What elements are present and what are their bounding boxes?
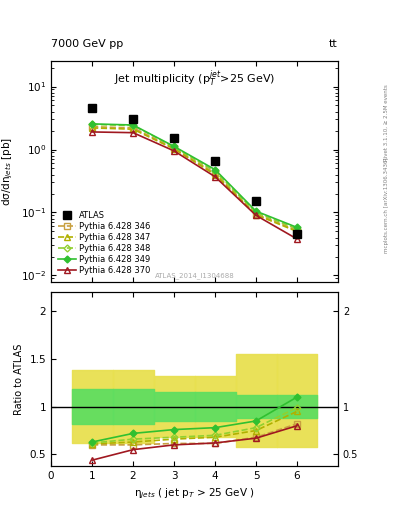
Line: Pythia 6.428 347: Pythia 6.428 347 <box>89 125 300 234</box>
Pythia 6.428 347 <box>295 228 299 234</box>
ATLAS <box>90 105 94 112</box>
Text: Jet multiplicity (p$_T^{jet}$>25 GeV): Jet multiplicity (p$_T^{jet}$>25 GeV) <box>114 68 275 89</box>
Line: Pythia 6.428 348: Pythia 6.428 348 <box>90 122 299 231</box>
Pythia 6.428 348 <box>213 168 217 175</box>
Pythia 6.428 370 <box>90 129 94 135</box>
Line: Pythia 6.428 346: Pythia 6.428 346 <box>89 124 300 233</box>
Pythia 6.428 349 <box>213 166 217 173</box>
Text: ATLAS_2014_I1304688: ATLAS_2014_I1304688 <box>155 273 234 280</box>
Pythia 6.428 346 <box>172 145 176 151</box>
Pythia 6.428 347 <box>253 211 258 218</box>
Pythia 6.428 348 <box>131 122 136 129</box>
Pythia 6.428 347 <box>90 125 94 131</box>
Y-axis label: dσ/dn$_{jets}$ [pb]: dσ/dn$_{jets}$ [pb] <box>1 137 15 206</box>
Pythia 6.428 370 <box>253 212 258 219</box>
Pythia 6.428 349 <box>253 208 258 214</box>
Pythia 6.428 347 <box>172 146 176 152</box>
Pythia 6.428 349 <box>131 122 136 128</box>
Line: Pythia 6.428 370: Pythia 6.428 370 <box>89 129 300 242</box>
Legend: ATLAS, Pythia 6.428 346, Pythia 6.428 347, Pythia 6.428 348, Pythia 6.428 349, P: ATLAS, Pythia 6.428 346, Pythia 6.428 34… <box>55 208 153 278</box>
Text: tt: tt <box>329 38 338 49</box>
ATLAS <box>172 135 176 141</box>
ATLAS <box>131 116 136 122</box>
Y-axis label: Ratio to ATLAS: Ratio to ATLAS <box>14 343 24 415</box>
Pythia 6.428 349 <box>90 121 94 127</box>
Line: ATLAS: ATLAS <box>88 104 301 238</box>
ATLAS <box>213 158 217 164</box>
X-axis label: η$_{jets}$ ( jet p$_T$ > 25 GeV ): η$_{jets}$ ( jet p$_T$ > 25 GeV ) <box>134 486 255 501</box>
Pythia 6.428 346 <box>253 211 258 217</box>
Pythia 6.428 346 <box>90 123 94 130</box>
Pythia 6.428 348 <box>90 121 94 127</box>
Pythia 6.428 349 <box>172 143 176 150</box>
Line: Pythia 6.428 349: Pythia 6.428 349 <box>90 121 299 230</box>
Pythia 6.428 348 <box>253 209 258 216</box>
Pythia 6.428 346 <box>213 170 217 176</box>
Pythia 6.428 370 <box>213 174 217 180</box>
ATLAS <box>295 231 299 238</box>
Pythia 6.428 346 <box>131 125 136 131</box>
Text: Rivet 3.1.10, ≥ 2.5M events: Rivet 3.1.10, ≥ 2.5M events <box>384 84 389 161</box>
Pythia 6.428 348 <box>295 226 299 232</box>
Pythia 6.428 346 <box>295 227 299 233</box>
Pythia 6.428 348 <box>172 144 176 150</box>
Pythia 6.428 349 <box>295 224 299 230</box>
Pythia 6.428 347 <box>213 172 217 178</box>
Pythia 6.428 347 <box>131 126 136 132</box>
ATLAS <box>253 198 258 204</box>
Text: 7000 GeV pp: 7000 GeV pp <box>51 38 123 49</box>
Text: mcplots.cern.ch [arXiv:1306.3436]: mcplots.cern.ch [arXiv:1306.3436] <box>384 157 389 252</box>
Pythia 6.428 370 <box>131 130 136 136</box>
Pythia 6.428 370 <box>295 236 299 242</box>
Pythia 6.428 370 <box>172 148 176 154</box>
